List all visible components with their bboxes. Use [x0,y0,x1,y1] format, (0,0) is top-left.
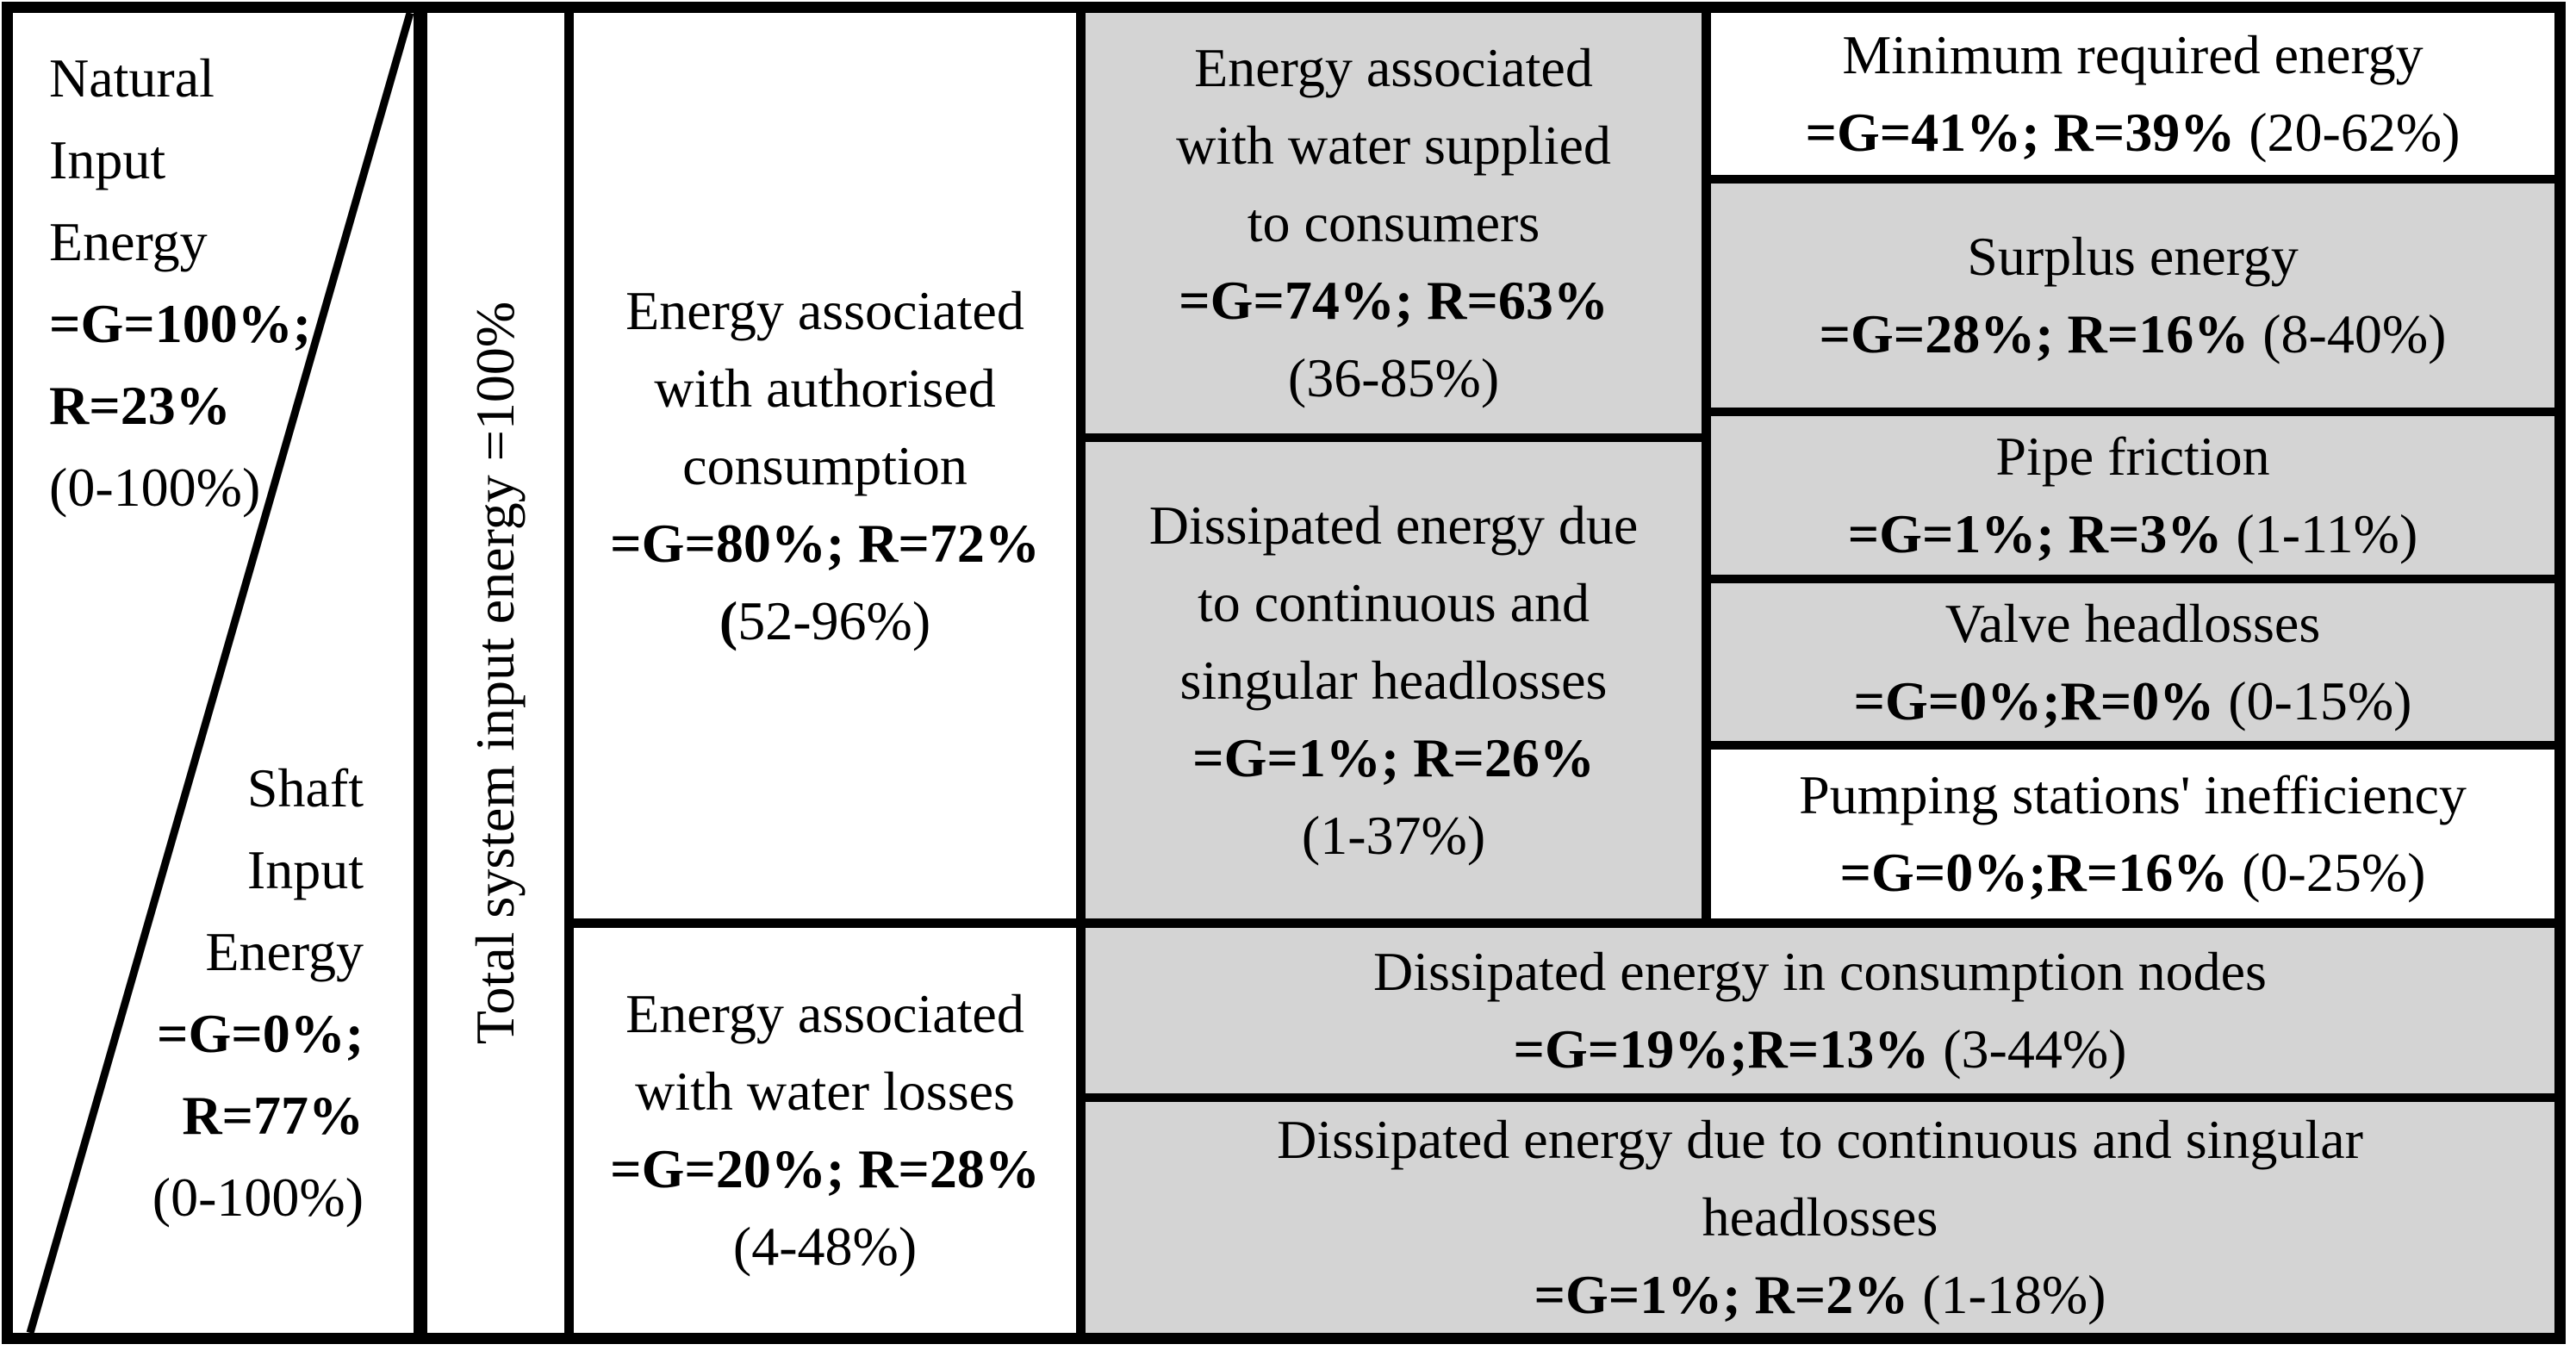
water-losses-value: =G=20%; R=28% [610,1138,1040,1199]
min-required-value: =G=41%; R=39% (20-62%) [1805,102,2461,163]
authorised-title: consumption [682,434,968,496]
dissipated-losses-title: Dissipated energy due to continuous and … [1277,1109,2363,1170]
shaft-line: Shaft [246,757,364,818]
dissipated-losses-value: =G=1%; R=2% (1-18%) [1534,1264,2106,1325]
natural-line: Energy [49,211,208,272]
authorised-title: Energy associated [625,279,1024,341]
cell-authorised-consumption: Energy associated with authorised consum… [574,13,1076,918]
cell-dissipated-supply: Dissipated energy due to continuous and … [1086,442,1702,918]
pumping-inefficiency-value: =G=0%;R=16% (0-25%) [1839,842,2426,903]
natural-input-energy-block: Natural Input Energy =G=100%; R=23% (0-1… [49,37,311,528]
pipe-friction-value: =G=1%; R=3% (1-11%) [1847,503,2418,564]
natural-line: Input [49,129,166,190]
cell-input-energy: Natural Input Energy =G=100%; R=23% (0-1… [13,13,414,1333]
natural-value: R=23% [49,375,231,436]
cell-total-system-input: Total system input energy =100% [427,13,564,1333]
shaft-input-energy-block: Shaft Input Energy =G=0%; R=77% (0-100%) [152,747,364,1238]
shaft-line: Input [246,839,364,900]
authorised-title: with authorised [654,357,996,419]
authorised-value: =G=80%; R=72% [610,512,1040,574]
total-system-input-label: Total system input energy =100% [464,301,526,1045]
water-supplied-range: (36-85%) [1287,347,1500,408]
natural-range: (0-100%) [49,457,261,518]
consumption-nodes-title: Dissipated energy in consumption nodes [1373,941,2267,1002]
valve-headlosses-title: Valve headlosses [1944,592,2321,654]
natural-value: =G=100%; [49,293,312,354]
dissipated-supply-value: =G=1%; R=26% [1192,726,1595,788]
surplus-value: =G=28%; R=16% (8-40%) [1819,303,2447,364]
cell-consumption-nodes: Dissipated energy in consumption nodes =… [1086,928,2554,1093]
water-supplied-title: to consumers [1247,192,1540,253]
cell-pumping-inefficiency: Pumping stations' inefficiency =G=0%;R=1… [1711,750,2554,918]
valve-headlosses-value: =G=0%;R=0% (0-15%) [1853,669,2412,731]
diagonal-divider-line [26,13,414,1333]
dissipated-supply-title: to continuous and [1197,571,1590,633]
dissipated-supply-range: (1-37%) [1301,804,1486,866]
dissipated-supply-title: Dissipated energy due [1148,494,1639,556]
consumption-nodes-value: =G=19%;R=13% (3-44%) [1513,1018,2127,1080]
shaft-value: R=77% [182,1085,364,1146]
cell-water-supplied: Energy associated with water supplied to… [1086,13,1702,433]
min-required-title: Minimum required energy [1842,24,2424,85]
shaft-range: (0-100%) [152,1167,364,1228]
water-supplied-value: =G=74%; R=63% [1179,270,1608,331]
pumping-inefficiency-title: Pumping stations' inefficiency [1799,764,2467,825]
water-supplied-title: with water supplied [1176,115,1611,176]
dissipated-losses-title: headlosses [1702,1186,1938,1248]
water-losses-range: (4-48%) [732,1216,918,1277]
water-supplied-title: Energy associated [1194,37,1593,98]
authorised-range: (52-96%) [719,589,931,651]
cell-dissipated-losses: Dissipated energy due to continuous and … [1086,1102,2554,1333]
cell-valve-headlosses: Valve headlosses =G=0%;R=0% (0-15%) [1711,583,2554,741]
shaft-value: =G=0%; [156,1003,364,1064]
cell-water-losses: Energy associated with water losses =G=2… [574,928,1076,1333]
water-losses-title: Energy associated [625,983,1024,1044]
pipe-friction-title: Pipe friction [1995,426,2270,487]
shaft-line: Energy [205,921,364,982]
cell-pipe-friction: Pipe friction =G=1%; R=3% (1-11%) [1711,416,2554,575]
surplus-title: Surplus energy [1967,226,2299,287]
water-losses-title: with water losses [635,1061,1015,1122]
dissipated-supply-title: singular headlosses [1179,649,1608,711]
cell-surplus-energy: Surplus energy =G=28%; R=16% (8-40%) [1711,184,2554,408]
natural-line: Natural [49,47,215,109]
cell-minimum-required-energy: Minimum required energy =G=41%; R=39% (2… [1711,13,2554,175]
